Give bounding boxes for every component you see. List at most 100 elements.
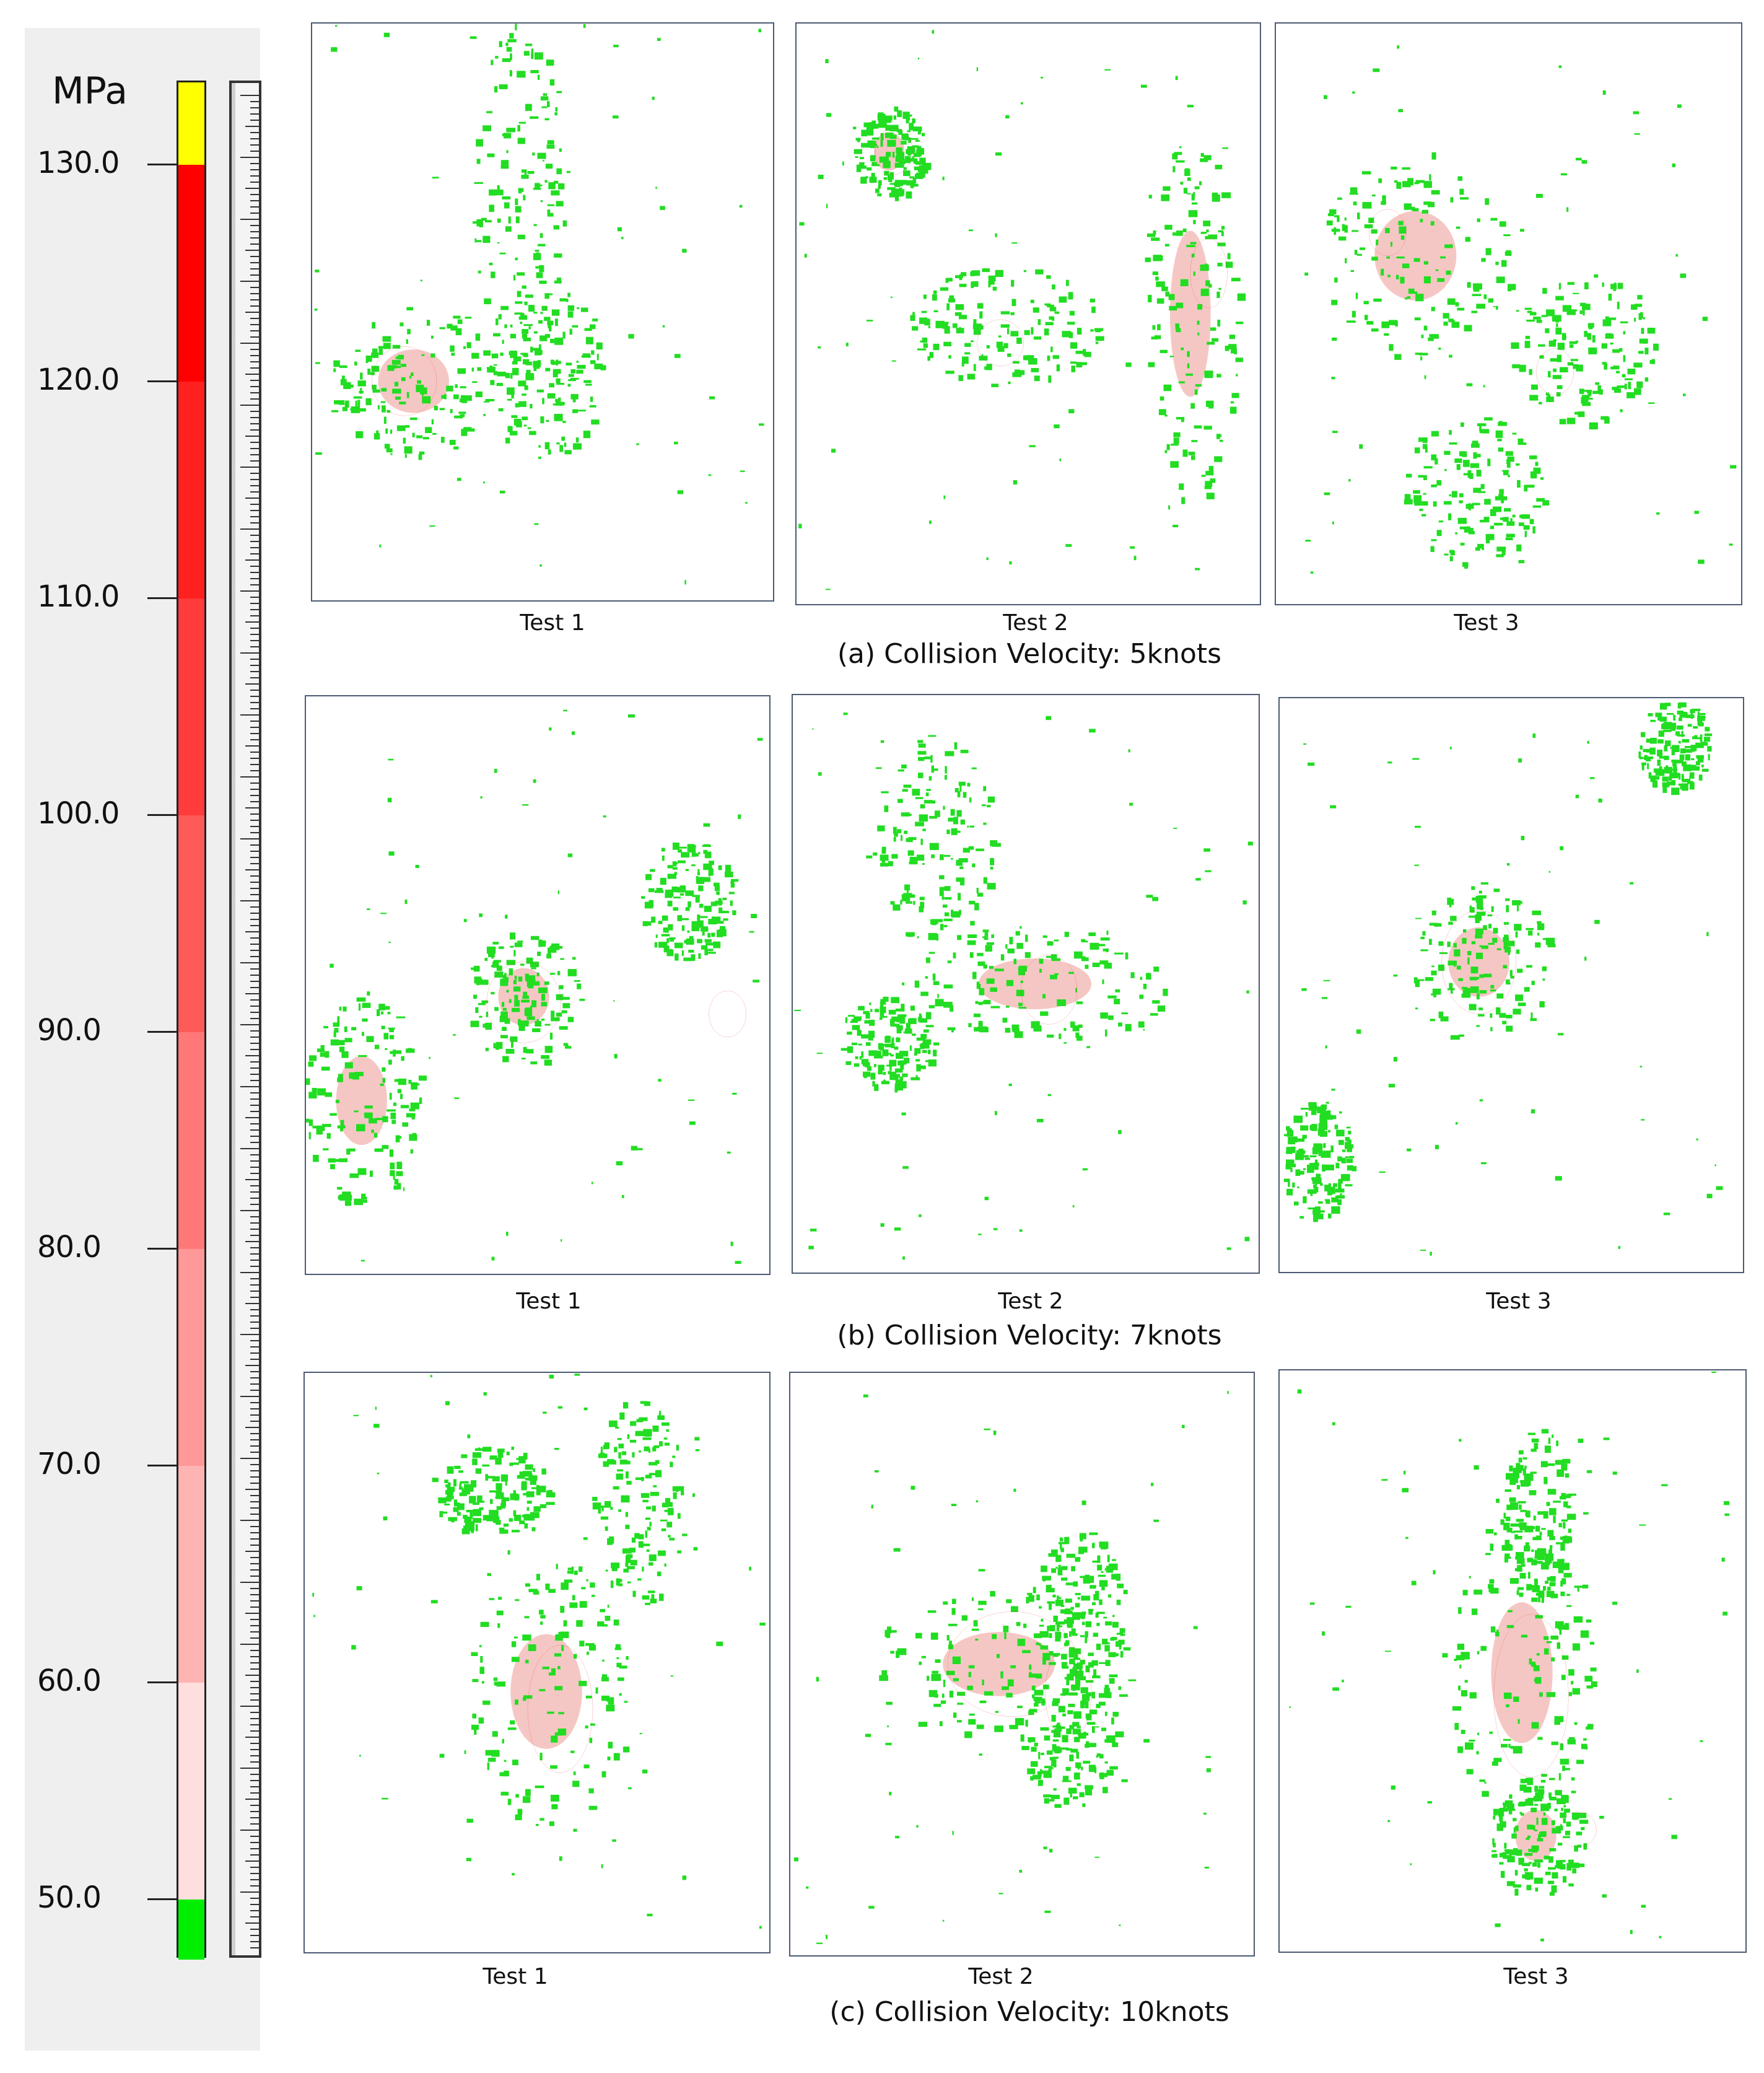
- stress-fleck-green: [1119, 1924, 1121, 1926]
- stress-fleck-green: [1344, 225, 1348, 233]
- stress-fleck-green: [1062, 1735, 1068, 1743]
- stress-fleck-green: [530, 962, 539, 968]
- stress-fleck-green: [1036, 1118, 1044, 1123]
- stress-fleck-green: [1527, 1558, 1534, 1562]
- stress-fleck-green: [408, 1079, 412, 1084]
- stress-fleck-green: [1048, 1769, 1052, 1773]
- stress-fleck-green: [879, 1675, 888, 1681]
- stress-fleck-green: [502, 1027, 507, 1032]
- scale-ruler[interactable]: [229, 81, 261, 1958]
- stress-fleck-green: [419, 387, 427, 395]
- stress-fleck-green: [528, 1589, 538, 1592]
- stress-fleck-green: [923, 343, 928, 348]
- stress-fleck-green: [672, 842, 679, 850]
- stress-fleck-green: [1063, 1042, 1067, 1044]
- stress-fleck-green: [1477, 1732, 1480, 1735]
- stress-fleck-green: [909, 894, 915, 898]
- stress-fleck-green: [973, 364, 976, 371]
- stress-fleck-green: [544, 293, 549, 299]
- stress-fleck-green: [1422, 444, 1428, 449]
- stress-fleck-green: [954, 742, 958, 750]
- stress-fleck-green: [1208, 284, 1212, 288]
- stress-fleck-green: [1159, 349, 1168, 353]
- stress-fleck-green: [1108, 1015, 1114, 1020]
- stress-fleck-green: [1648, 712, 1653, 717]
- stress-fleck-green: [893, 115, 896, 120]
- stress-fleck-green: [929, 816, 937, 819]
- stress-fleck-green: [1420, 219, 1423, 222]
- stress-fleck-green: [1527, 1432, 1535, 1435]
- stress-fleck-green: [1469, 915, 1478, 918]
- stress-fleck-green: [1197, 320, 1200, 325]
- stress-fleck-green: [1566, 1505, 1571, 1509]
- stress-fleck-green: [554, 1447, 559, 1450]
- stress-fleck-green: [1529, 395, 1539, 401]
- stress-fleck-green: [1323, 1150, 1331, 1158]
- stress-fleck-green: [1537, 921, 1542, 924]
- stress-fleck-green: [1566, 1821, 1571, 1827]
- stress-fleck-green: [1051, 958, 1061, 962]
- stress-fleck-green: [1483, 517, 1490, 522]
- stress-fleck-green: [1676, 725, 1683, 730]
- stress-fleck-green: [613, 1486, 619, 1490]
- stress-fleck-green: [1526, 965, 1532, 968]
- stress-fleck-green: [1462, 1590, 1468, 1596]
- stress-fleck-green: [1391, 1785, 1395, 1790]
- stress-fleck-green: [1052, 284, 1055, 290]
- stress-fleck-green: [358, 1054, 367, 1058]
- stress-fleck-green: [1175, 76, 1178, 81]
- stress-fleck-green: [1544, 1476, 1548, 1484]
- stress-fleck-green: [1452, 1706, 1462, 1711]
- stress-fleck-green: [374, 1148, 383, 1152]
- stress-fleck-green: [486, 111, 493, 113]
- tick-label-110: 110.0: [37, 579, 120, 614]
- stress-fleck-green: [1420, 949, 1428, 952]
- stress-fleck-green: [534, 523, 539, 525]
- stress-fleck-green: [1324, 1199, 1330, 1201]
- stress-fleck-green: [1641, 762, 1646, 766]
- stress-fleck-green: [1016, 337, 1022, 344]
- stress-fleck-green: [1488, 924, 1492, 929]
- stress-fleck-green: [498, 314, 502, 320]
- stress-fleck-green: [535, 348, 541, 356]
- legend-panel: [25, 28, 260, 2051]
- stress-fleck-green: [1467, 282, 1471, 288]
- stress-fleck-green: [1545, 309, 1555, 317]
- stress-fleck-green: [520, 315, 527, 318]
- stress-fleck-green: [986, 805, 991, 808]
- stress-fleck-green: [550, 1794, 559, 1802]
- stress-fleck-green: [1448, 318, 1454, 321]
- stress-fleck-green: [969, 825, 974, 828]
- stress-fleck-green: [948, 1623, 958, 1626]
- stress-fleck-green: [943, 495, 946, 499]
- stress-fleck-green: [720, 911, 729, 914]
- stress-fleck-green: [889, 183, 897, 185]
- stress-fleck-green: [941, 1693, 945, 1698]
- stress-fleck-green: [1440, 256, 1446, 259]
- stress-fleck-green: [483, 414, 486, 416]
- stress-fleck-green: [1519, 364, 1526, 372]
- stress-fleck-green: [598, 1508, 601, 1514]
- stress-fleck-green: [1112, 1742, 1119, 1747]
- stress-fleck-green: [492, 942, 499, 945]
- stress-fleck-green: [1530, 1109, 1535, 1114]
- stress-fleck-green: [1130, 972, 1135, 978]
- stress-fleck-green: [1095, 1590, 1099, 1597]
- stress-fleck-green: [1516, 949, 1520, 954]
- stress-fleck-green: [1166, 444, 1170, 450]
- stress-fleck-green: [574, 980, 580, 982]
- stress-fleck-green: [1591, 1681, 1597, 1688]
- stress-fleck-green: [464, 1750, 466, 1755]
- stress-fleck-green: [915, 1059, 920, 1062]
- stress-fleck-green: [539, 1504, 547, 1509]
- stress-fleck-green: [1067, 1621, 1073, 1628]
- stress-fleck-green: [1290, 1167, 1293, 1172]
- stress-fleck-green: [894, 832, 898, 837]
- stress-fleck-green: [535, 1020, 541, 1027]
- stress-fleck-green: [1587, 740, 1589, 744]
- max-stress-marker-circle: [948, 1611, 1077, 1716]
- stress-fleck-green: [716, 891, 720, 895]
- stress-fleck-green: [554, 112, 558, 116]
- stress-fleck-green: [984, 937, 989, 940]
- stress-fleck-green: [480, 1656, 483, 1663]
